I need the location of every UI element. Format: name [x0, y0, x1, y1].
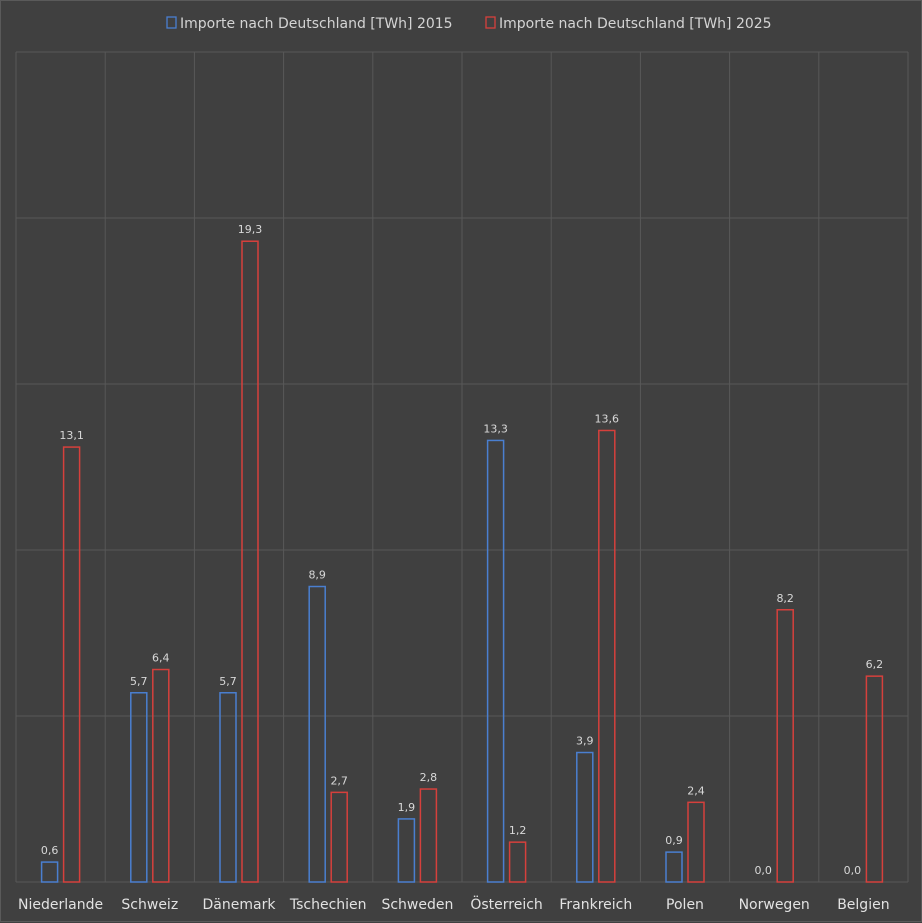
category-label-3: Tschechien [289, 897, 367, 913]
labels: 0,6 13,1 Niederlande 5,7 6,4 Schweiz 5,7 19,3 Dä… [18, 223, 890, 913]
value-label-series1-0: 13,1 [59, 429, 84, 442]
bar-series0-6 [576, 751, 594, 883]
legend-swatch-1 [485, 16, 496, 29]
category-label-9: Belgien [837, 897, 889, 913]
bar-series1-3 [330, 791, 348, 883]
category-label-4: Schweden [381, 897, 453, 913]
value-label-series1-5: 1,2 [509, 824, 527, 837]
category-label-8: Norwegen [739, 897, 810, 913]
value-label-series1-1: 6,4 [152, 652, 170, 665]
value-label-series0-2: 5,7 [219, 675, 237, 688]
value-label-series0-0: 0,6 [41, 844, 59, 857]
bar-series1-4 [419, 788, 438, 883]
value-label-series0-1: 5,7 [130, 675, 148, 688]
value-label-series0-8: 0,0 [754, 864, 772, 877]
value-label-series1-9: 6,2 [866, 658, 884, 671]
bar-series1-6 [598, 429, 616, 883]
value-label-series0-5: 13,3 [483, 422, 508, 435]
value-label-series0-7: 0,9 [665, 834, 683, 847]
value-label-series0-3: 8,9 [308, 569, 326, 582]
bars [40, 240, 884, 883]
value-label-series1-8: 8,2 [776, 592, 794, 605]
value-label-series1-2: 19,3 [238, 223, 263, 236]
bar-series1-8 [776, 609, 794, 883]
value-label-series1-6: 13,6 [595, 412, 620, 425]
bar-series0-5 [486, 439, 505, 883]
value-label-series1-3: 2,7 [330, 774, 348, 787]
bar-series0-3 [308, 585, 326, 883]
bar-series1-0 [62, 446, 81, 883]
bar-series0-2 [219, 692, 237, 883]
value-label-series1-4: 2,8 [420, 771, 438, 784]
value-label-series1-7: 2,4 [687, 784, 705, 797]
category-label-6: Frankreich [559, 897, 632, 913]
bar-series1-5 [508, 841, 527, 883]
category-label-2: Dänemark [203, 897, 277, 913]
legend: Importe nach Deutschland [TWh] 2015 Impor… [166, 16, 772, 32]
bar-series1-2 [241, 240, 259, 883]
value-label-series0-9: 0,0 [844, 864, 862, 877]
value-label-series0-4: 1,9 [398, 801, 416, 814]
category-label-0: Niederlande [18, 897, 103, 913]
bar-series1-1 [152, 668, 170, 883]
category-label-7: Polen [666, 897, 704, 913]
legend-entry-1: Importe nach Deutschland [TWh] 2025 [499, 16, 772, 32]
bar-series1-9 [865, 675, 884, 883]
legend-swatch-0 [166, 16, 177, 29]
value-label-series0-6: 3,9 [576, 735, 594, 748]
bar-series0-7 [665, 851, 683, 883]
bar-series1-7 [687, 801, 705, 883]
category-label-1: Schweiz [121, 897, 178, 913]
grid [15, 51, 909, 883]
bar-series0-0 [40, 861, 59, 883]
category-label-5: Österreich [470, 895, 542, 913]
legend-entry-0: Importe nach Deutschland [TWh] 2015 [180, 16, 453, 32]
bar-series0-4 [397, 818, 416, 883]
bar-series0-1 [130, 692, 148, 883]
